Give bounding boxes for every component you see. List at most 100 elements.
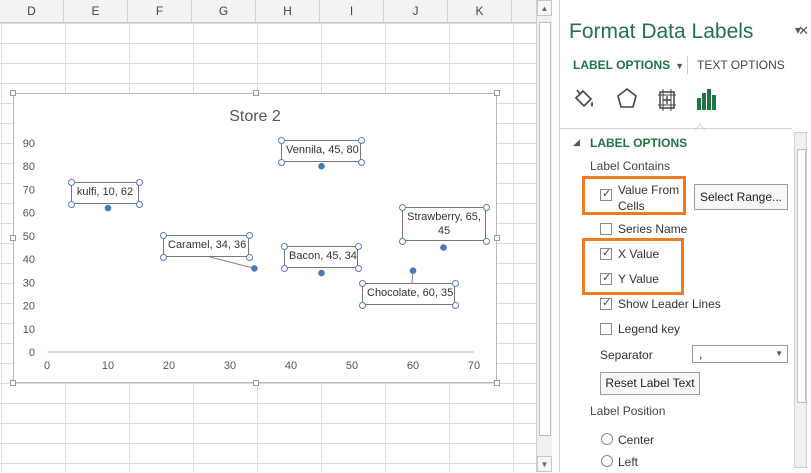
label-selection-handle[interactable] bbox=[482, 203, 490, 211]
y-value-label[interactable]: Y Value bbox=[618, 272, 659, 286]
data-label-caramel[interactable]: Caramel, 34, 36 bbox=[163, 235, 249, 257]
label-selection-handle[interactable] bbox=[67, 178, 75, 186]
reset-label-text-button[interactable]: Reset Label Text bbox=[600, 372, 700, 395]
show-leader-lines-checkbox[interactable] bbox=[600, 296, 612, 310]
label-selection-handle[interactable] bbox=[354, 264, 362, 272]
chevron-down-icon[interactable]: ▼ bbox=[775, 349, 783, 358]
label-selection-handle[interactable] bbox=[67, 200, 75, 208]
label-selection-handle[interactable] bbox=[398, 203, 406, 211]
effects-icon[interactable] bbox=[615, 85, 639, 113]
column-header-d[interactable]: D bbox=[0, 0, 64, 22]
x-value-label[interactable]: X Value bbox=[618, 247, 660, 261]
y-value-checkbox[interactable] bbox=[600, 271, 612, 285]
y-tick-label: 80 bbox=[23, 161, 35, 173]
data-point-chocolate[interactable] bbox=[409, 267, 417, 275]
close-icon[interactable]: ✕ bbox=[798, 23, 809, 38]
label-selection-handle[interactable] bbox=[451, 301, 459, 309]
label-selection-handle[interactable] bbox=[245, 231, 253, 239]
label-position-heading: Label Position bbox=[590, 404, 666, 418]
data-point-caramel[interactable] bbox=[251, 265, 258, 272]
legend-key-label[interactable]: Legend key bbox=[618, 322, 681, 336]
left-radio[interactable] bbox=[601, 455, 613, 467]
chevron-down-icon[interactable]: ▼ bbox=[675, 61, 685, 71]
data-point-strawberry[interactable] bbox=[440, 244, 447, 251]
column-header-j[interactable]: J bbox=[384, 0, 448, 22]
fill-line-icon[interactable] bbox=[572, 85, 596, 113]
column-header-h[interactable]: H bbox=[256, 0, 320, 22]
data-point-vennila[interactable] bbox=[318, 162, 325, 170]
column-header-f[interactable]: F bbox=[128, 0, 192, 22]
data-label-kulfi[interactable]: kulfi, 10, 62 bbox=[71, 182, 139, 204]
column-header-e[interactable]: E bbox=[64, 0, 128, 22]
x-tick-label: 0 bbox=[44, 360, 50, 372]
data-label-strawberry[interactable]: Strawberry, 65, 45 bbox=[402, 207, 486, 241]
y-tick-label: 40 bbox=[23, 254, 35, 266]
chart-resize-handle[interactable] bbox=[253, 90, 259, 96]
data-point-bacon[interactable] bbox=[318, 269, 325, 277]
separator-dropdown[interactable]: , ▼ bbox=[692, 345, 788, 363]
chart-resize-handle[interactable] bbox=[494, 380, 500, 386]
label-selection-handle[interactable] bbox=[277, 158, 285, 166]
chart-title[interactable]: Store 2 bbox=[229, 108, 281, 125]
label-selection-handle[interactable] bbox=[451, 279, 459, 287]
sheet-vertical-scrollbar[interactable]: ▲ ▼ bbox=[536, 0, 552, 472]
label-selection-handle[interactable] bbox=[482, 237, 490, 245]
plot-area[interactable]: 0 10 20 30 40 50 60 70 0 10 20 30 40 50 60 70 80 90 bbox=[14, 94, 498, 384]
chart-resize-handle[interactable] bbox=[253, 380, 259, 386]
scroll-up-arrow-icon[interactable]: ▲ bbox=[537, 0, 552, 16]
scrollbar-thumb[interactable] bbox=[797, 149, 806, 403]
tab-label-options[interactable]: LABEL OPTIONS ▼ bbox=[573, 58, 684, 72]
value-from-cells-line1: Value From bbox=[618, 183, 680, 197]
chart-resize-handle[interactable] bbox=[10, 235, 16, 241]
label-selection-handle[interactable] bbox=[358, 279, 366, 287]
label-selection-handle[interactable] bbox=[280, 264, 288, 272]
pane-vertical-scrollbar[interactable] bbox=[794, 132, 807, 468]
show-leader-lines-label[interactable]: Show Leader Lines bbox=[618, 297, 721, 311]
scroll-down-arrow-icon[interactable]: ▼ bbox=[537, 456, 552, 472]
label-selection-handle[interactable] bbox=[398, 237, 406, 245]
label-selection-handle[interactable] bbox=[159, 253, 167, 261]
center-label[interactable]: Center bbox=[618, 433, 655, 447]
pane-options-chevron-icon[interactable]: ▾ bbox=[794, 23, 801, 37]
label-selection-handle[interactable] bbox=[357, 158, 365, 166]
scatter-chart[interactable]: Store 2 0 10 20 30 40 50 60 70 0 10 20 30 40 50 60 70 80… bbox=[10, 90, 500, 386]
series-name-label[interactable]: Series Name bbox=[618, 222, 688, 236]
label-options-icon[interactable] bbox=[694, 85, 718, 113]
value-from-cells-checkbox[interactable] bbox=[600, 187, 612, 201]
data-label-vennila[interactable]: Vennila, 45, 80 bbox=[281, 140, 361, 162]
chart-resize-handle[interactable] bbox=[10, 380, 16, 386]
scrollbar-thumb[interactable] bbox=[539, 22, 551, 436]
column-header-i[interactable]: I bbox=[320, 0, 384, 22]
label-selection-handle[interactable] bbox=[135, 200, 143, 208]
series-name-checkbox[interactable] bbox=[600, 223, 612, 235]
data-point-kulfi[interactable] bbox=[104, 204, 112, 212]
chart-resize-handle[interactable] bbox=[10, 90, 16, 96]
data-label-chocolate[interactable]: Chocolate, 60, 35 bbox=[362, 283, 455, 305]
x-tick-label: 40 bbox=[285, 360, 297, 372]
label-selection-handle[interactable] bbox=[357, 136, 365, 144]
section-collapse-icon[interactable]: ◢ bbox=[573, 137, 580, 147]
label-selection-handle[interactable] bbox=[277, 136, 285, 144]
label-selection-handle[interactable] bbox=[354, 242, 362, 250]
column-header-g[interactable]: G bbox=[192, 0, 256, 22]
size-properties-icon[interactable] bbox=[655, 85, 679, 113]
legend-key-checkbox[interactable] bbox=[600, 323, 612, 335]
y-tick-label: 70 bbox=[23, 184, 35, 196]
x-value-checkbox[interactable] bbox=[600, 246, 612, 260]
label-selection-handle[interactable] bbox=[280, 242, 288, 250]
label-selection-handle[interactable] bbox=[135, 178, 143, 186]
label-selection-handle[interactable] bbox=[245, 253, 253, 261]
label-selection-handle[interactable] bbox=[358, 301, 366, 309]
data-label-bacon[interactable]: Bacon, 45, 34 bbox=[284, 246, 358, 268]
left-label[interactable]: Left bbox=[618, 455, 639, 469]
section-label-options[interactable]: LABEL OPTIONS bbox=[590, 136, 688, 150]
value-from-cells-label[interactable]: Value From Cells bbox=[618, 182, 679, 214]
column-header-k[interactable]: K bbox=[448, 0, 512, 22]
select-range-button[interactable]: Select Range... bbox=[694, 184, 788, 210]
chart-resize-handle[interactable] bbox=[494, 235, 500, 241]
tab-text-options[interactable]: TEXT OPTIONS bbox=[697, 58, 785, 72]
label-selection-handle[interactable] bbox=[159, 231, 167, 239]
spreadsheet[interactable]: D E F G H I J K Store 2 0 10 20 30 40 50 60 70 0… bbox=[0, 0, 536, 472]
center-radio[interactable] bbox=[601, 433, 613, 445]
chart-resize-handle[interactable] bbox=[494, 90, 500, 96]
